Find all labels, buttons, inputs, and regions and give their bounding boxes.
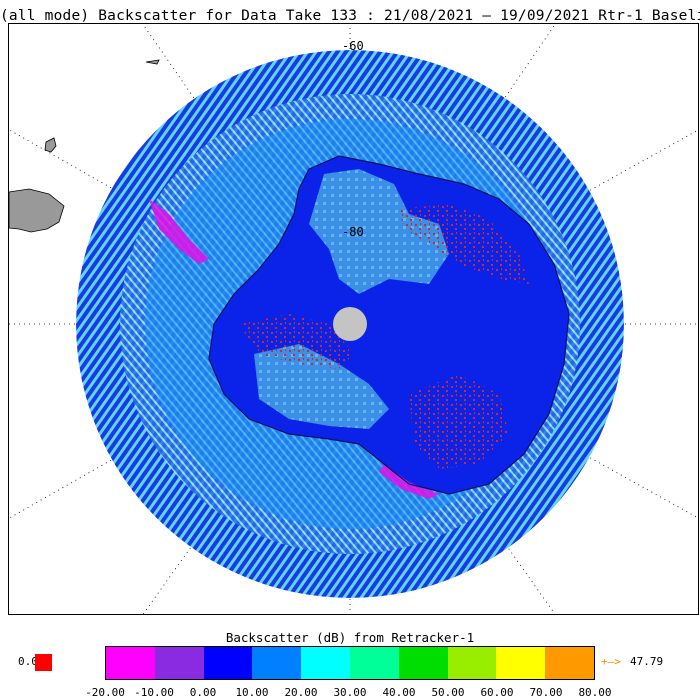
ice-light-east (309, 169, 449, 294)
colorbar-swatch (349, 647, 399, 679)
colorbar-swatch (301, 647, 350, 679)
colorbar-swatch (106, 647, 155, 679)
pole-hole (333, 307, 367, 341)
colorbar-tick-label: 30.00 (333, 686, 367, 699)
zero-swatch (35, 654, 52, 671)
antarctica-coastline (208, 155, 570, 495)
ice-light-west (254, 344, 389, 429)
colorbar (105, 646, 595, 680)
colorbar-swatch (154, 647, 204, 679)
colorbar-swatch (496, 647, 546, 679)
lat-label-60: -60 (342, 39, 364, 53)
colorbar-swatch (398, 647, 448, 679)
colorbar-tick-label: 0.00 (189, 686, 217, 699)
ice-red-speckle-north (399, 204, 529, 284)
legend-title: Backscatter (dB) from Retracker-1 (225, 630, 475, 645)
colorbar-swatch (447, 647, 497, 679)
overflow-arrow-icon: +–> (601, 655, 621, 668)
land-island (44, 137, 57, 153)
colorbar-tick-label: -20.00 (85, 686, 125, 699)
overflow-value: 47.79 (630, 655, 664, 668)
colorbar-swatch (252, 647, 302, 679)
land-south-america (9, 188, 65, 233)
coast-magenta-peninsula (149, 199, 209, 264)
colorbar-tick-label: 50.00 (431, 686, 465, 699)
colorbar-tick-label: -10.00 (134, 686, 174, 699)
backscatter-disk (76, 50, 624, 598)
zero-swatch-label: 0.0 (18, 655, 38, 668)
lat-label-80: -80 (342, 225, 364, 239)
colorbar-swatch (545, 647, 594, 679)
colorbar-tick-label: 20.00 (284, 686, 318, 699)
map-frame: -60 -80 (8, 23, 699, 615)
land-islet (145, 59, 160, 65)
map-title: (all mode) Backscatter for Data Take 133… (0, 8, 700, 24)
colorbar-tick-label: 60.00 (480, 686, 514, 699)
colorbar-tick-label: 80.00 (578, 686, 612, 699)
colorbar-tick-label: 70.00 (529, 686, 563, 699)
ice-red-speckle-center (239, 314, 354, 369)
polar-map: -60 -80 (9, 24, 698, 614)
colorbar-tick-label: 10.00 (235, 686, 269, 699)
colorbar-swatch (203, 647, 253, 679)
ice-red-speckle-south (409, 374, 509, 469)
colorbar-tick-label: 40.00 (382, 686, 416, 699)
